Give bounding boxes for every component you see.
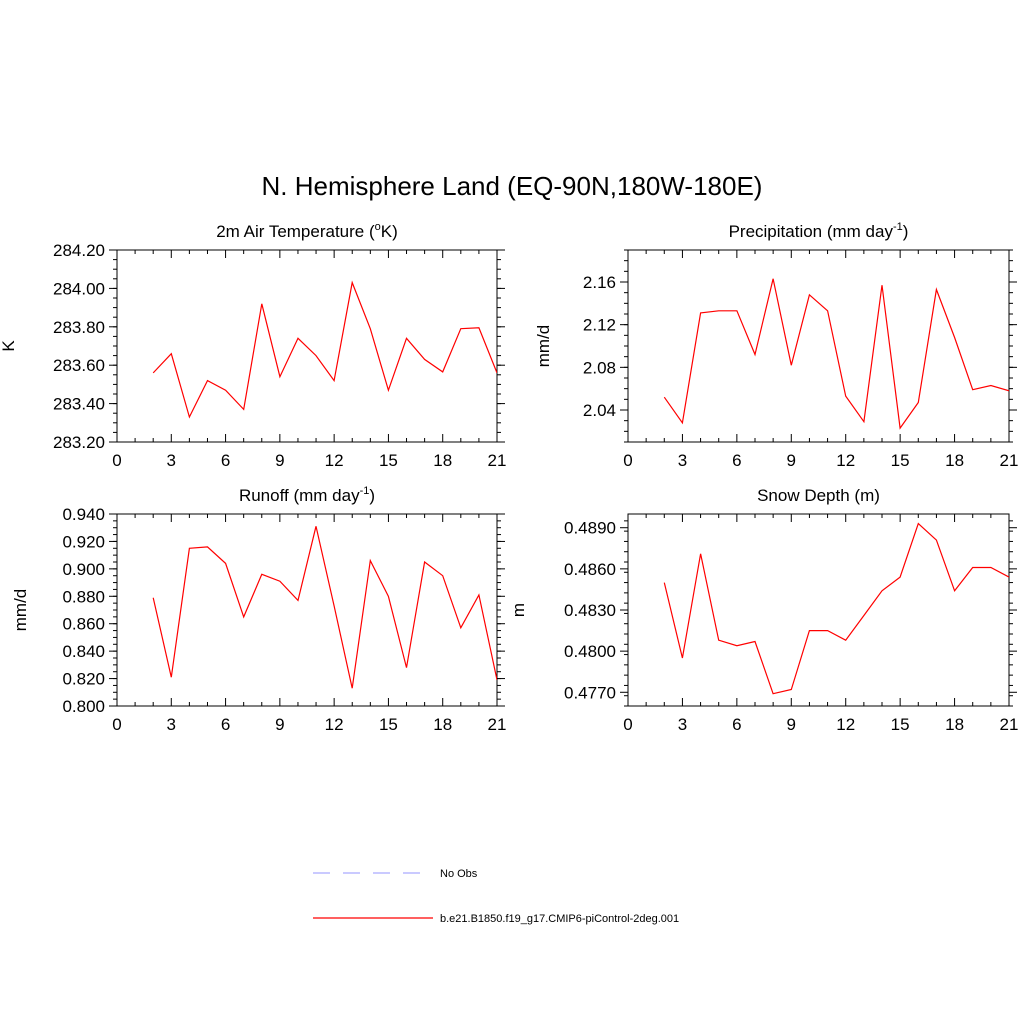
y-tick-label: 0.4890 [564,519,616,538]
y-tick-label: 2.12 [583,316,616,335]
panel-title-sup: o [375,221,381,233]
x-tick-label: 21 [1000,451,1019,470]
legend-label: b.e21.B1850.f19_g17.CMIP6-piControl-2deg… [440,913,679,925]
series-line [152,526,497,689]
chart-panel-3: 0 3 6 9 12 15 18 21 0.800 0.820 0.840 0.860 0.880 0.9… [11,485,506,734]
x-tick-label: 3 [167,715,176,734]
x-tick-label: 0 [623,451,632,470]
y-axis-label: mm/d [534,325,553,368]
x-tick-label: 0 [112,715,121,734]
y-tick-label: 283.60 [53,356,105,375]
chart-panel-1: 0 3 6 9 12 15 18 21 283.20 283.40 283.60 283.80 284.… [0,221,506,470]
series-line [663,278,1009,430]
x-tick-label: 3 [167,451,176,470]
x-tick-label: 9 [787,451,796,470]
y-tick-label: 0.4860 [564,560,616,579]
x-tick-label: 3 [678,715,687,734]
y-tick-label: 2.04 [583,401,616,420]
y-tick-label: 0.880 [62,587,105,606]
x-tick-label: 0 [112,451,121,470]
y-tick-label: 0.4830 [564,601,616,620]
y-tick-label: 0.820 [62,670,105,689]
panel-title-sup: -1 [360,485,370,497]
y-tick-label: 0.920 [62,532,105,551]
panel-title-tail: ) [369,486,375,505]
panel-title-main: 2m Air Temperature ( [216,222,375,241]
x-tick-label: 21 [488,715,507,734]
x-tick-label: 9 [275,451,284,470]
x-tick-label: 6 [221,451,230,470]
y-tick-label: 2.16 [583,273,616,292]
panel-title-sup: -1 [893,221,903,233]
x-tick-label: 12 [836,451,855,470]
panel-title: Precipitation (mm day-1) [729,221,909,241]
x-tick-label: 18 [433,451,452,470]
x-tick-label: 12 [325,715,344,734]
legend: No Obs b.e21.B1850.f19_g17.CMIP6-piContro… [313,868,679,925]
x-tick-label: 6 [221,715,230,734]
panel-title-main: Precipitation (mm day [729,222,894,241]
panel-title-tail: K) [381,222,398,241]
y-axis-label: K [0,340,18,352]
plot-frame [116,513,498,707]
panel-title: Snow Depth (m) [757,486,880,505]
series-line [663,522,1009,695]
series-line [152,280,497,419]
y-tick-label: 0.840 [62,642,105,661]
x-tick-label: 12 [836,715,855,734]
x-tick-label: 6 [732,715,741,734]
y-tick-label: 2.08 [583,358,616,377]
y-tick-label: 0.860 [62,615,105,634]
panel-title: 2m Air Temperature (oK) [216,221,398,241]
x-tick-label: 15 [891,715,910,734]
x-tick-label: 0 [623,715,632,734]
x-tick-label: 15 [379,451,398,470]
x-tick-label: 9 [787,715,796,734]
panel-title-main: Runoff (mm day [239,486,360,505]
legend-item-2: b.e21.B1850.f19_g17.CMIP6-piControl-2deg… [313,913,679,925]
y-tick-label: 0.800 [62,697,105,716]
x-tick-label: 6 [732,451,741,470]
x-tick-label: 3 [678,451,687,470]
legend-item-1: No Obs [313,868,478,880]
y-tick-label: 284.00 [53,279,105,298]
legend-label: No Obs [440,868,478,880]
x-tick-label: 15 [891,451,910,470]
panel-title-tail: ) [903,222,909,241]
plot-frame [627,249,1010,443]
y-tick-label: 283.20 [53,433,105,452]
x-tick-label: 21 [488,451,507,470]
x-tick-label: 15 [379,715,398,734]
x-tick-label: 18 [945,715,964,734]
y-tick-label: 283.80 [53,318,105,337]
plot-frame [627,513,1010,707]
x-tick-label: 9 [275,715,284,734]
figure-title: N. Hemisphere Land (EQ-90N,180W-180E) [262,171,763,201]
y-tick-label: 0.4800 [564,642,616,661]
y-tick-label: 0.4770 [564,683,616,702]
panels: 0 3 6 9 12 15 18 21 283.20 283.40 283.60 283.80 284.… [0,221,1018,734]
y-axis-label: m [509,603,528,617]
y-tick-label: 283.40 [53,395,105,414]
panel-title: Runoff (mm day-1) [239,485,375,505]
chart-panel-4: 0 3 6 9 12 15 18 21 0.4770 0.4800 0.4830 0.4860 0.48… [509,486,1018,734]
x-tick-label: 18 [433,715,452,734]
y-axis-label: mm/d [11,589,30,632]
y-tick-label: 284.20 [53,241,105,260]
x-tick-label: 18 [945,451,964,470]
x-tick-label: 12 [325,451,344,470]
plot-frame [116,249,498,443]
y-tick-label: 0.900 [62,560,105,579]
panel-title-main: Snow Depth (m) [757,486,880,505]
chart-panel-2: 0 3 6 9 12 15 18 21 2.04 2.08 2.12 2.16 Precipitatio… [534,221,1018,470]
x-tick-label: 21 [1000,715,1019,734]
y-tick-label: 0.940 [62,505,105,524]
